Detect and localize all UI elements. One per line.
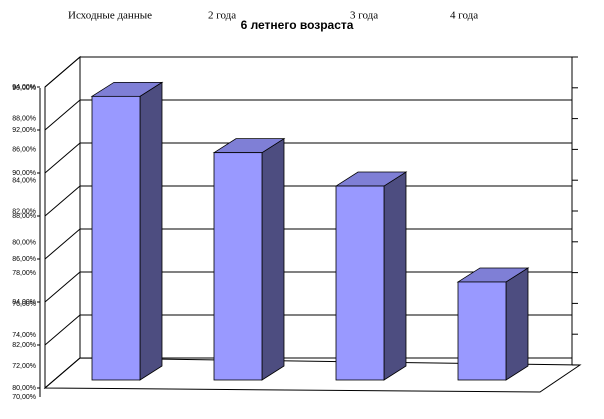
- y-tick-label: 88,00%: [12, 213, 36, 220]
- grid-line: [44, 228, 572, 260]
- y2-tick-label: 84,00%: [12, 178, 36, 185]
- grid-line: [44, 357, 572, 389]
- grid-line: [44, 99, 572, 131]
- grid-line: [44, 56, 572, 88]
- side-wall: [44, 55, 81, 390]
- y-tick-label: 80,00%: [12, 385, 36, 392]
- bar-side: [261, 137, 285, 381]
- grid-line: [44, 185, 572, 217]
- bar: [91, 95, 141, 381]
- chart-title: 6 летнего возраста: [241, 18, 354, 32]
- bar-side: [383, 171, 407, 381]
- y-tick-label: 90,00%: [12, 170, 36, 177]
- grid-line: [44, 142, 572, 174]
- y2-tick-label: 82,00%: [12, 208, 36, 215]
- y-tick-label: 94,00%: [12, 84, 36, 91]
- y2-tick-label: 88,00%: [12, 116, 36, 123]
- y2-tick-label: 70,00%: [12, 394, 36, 401]
- category-label: 3 года: [350, 10, 378, 22]
- y2-tick-label: 78,00%: [12, 270, 36, 277]
- y2-tick-label: 76,00%: [12, 301, 36, 308]
- bar: [213, 152, 263, 381]
- category-label: 2 года: [208, 10, 236, 22]
- bar: [335, 185, 385, 381]
- bar-side: [505, 267, 529, 381]
- category-label: 4 года: [450, 10, 478, 22]
- y-tick-label: 86,00%: [12, 256, 36, 263]
- y-tick-label: 92,00%: [12, 127, 36, 134]
- bar: [457, 281, 507, 381]
- y2-tick-label: 90,00%: [12, 85, 36, 92]
- category-label: Исходные данные: [68, 10, 152, 22]
- y2-tick-label: 80,00%: [12, 239, 36, 246]
- bar-side: [139, 81, 163, 381]
- y2-tick-label: 72,00%: [12, 363, 36, 370]
- y-tick-label: 82,00%: [12, 342, 36, 349]
- grid-line: [44, 271, 572, 303]
- y-tick-label: 84,00%: [12, 299, 36, 306]
- grid-line: [44, 314, 572, 346]
- y2-tick-label: 74,00%: [12, 332, 36, 339]
- y2-tick-label: 86,00%: [12, 147, 36, 154]
